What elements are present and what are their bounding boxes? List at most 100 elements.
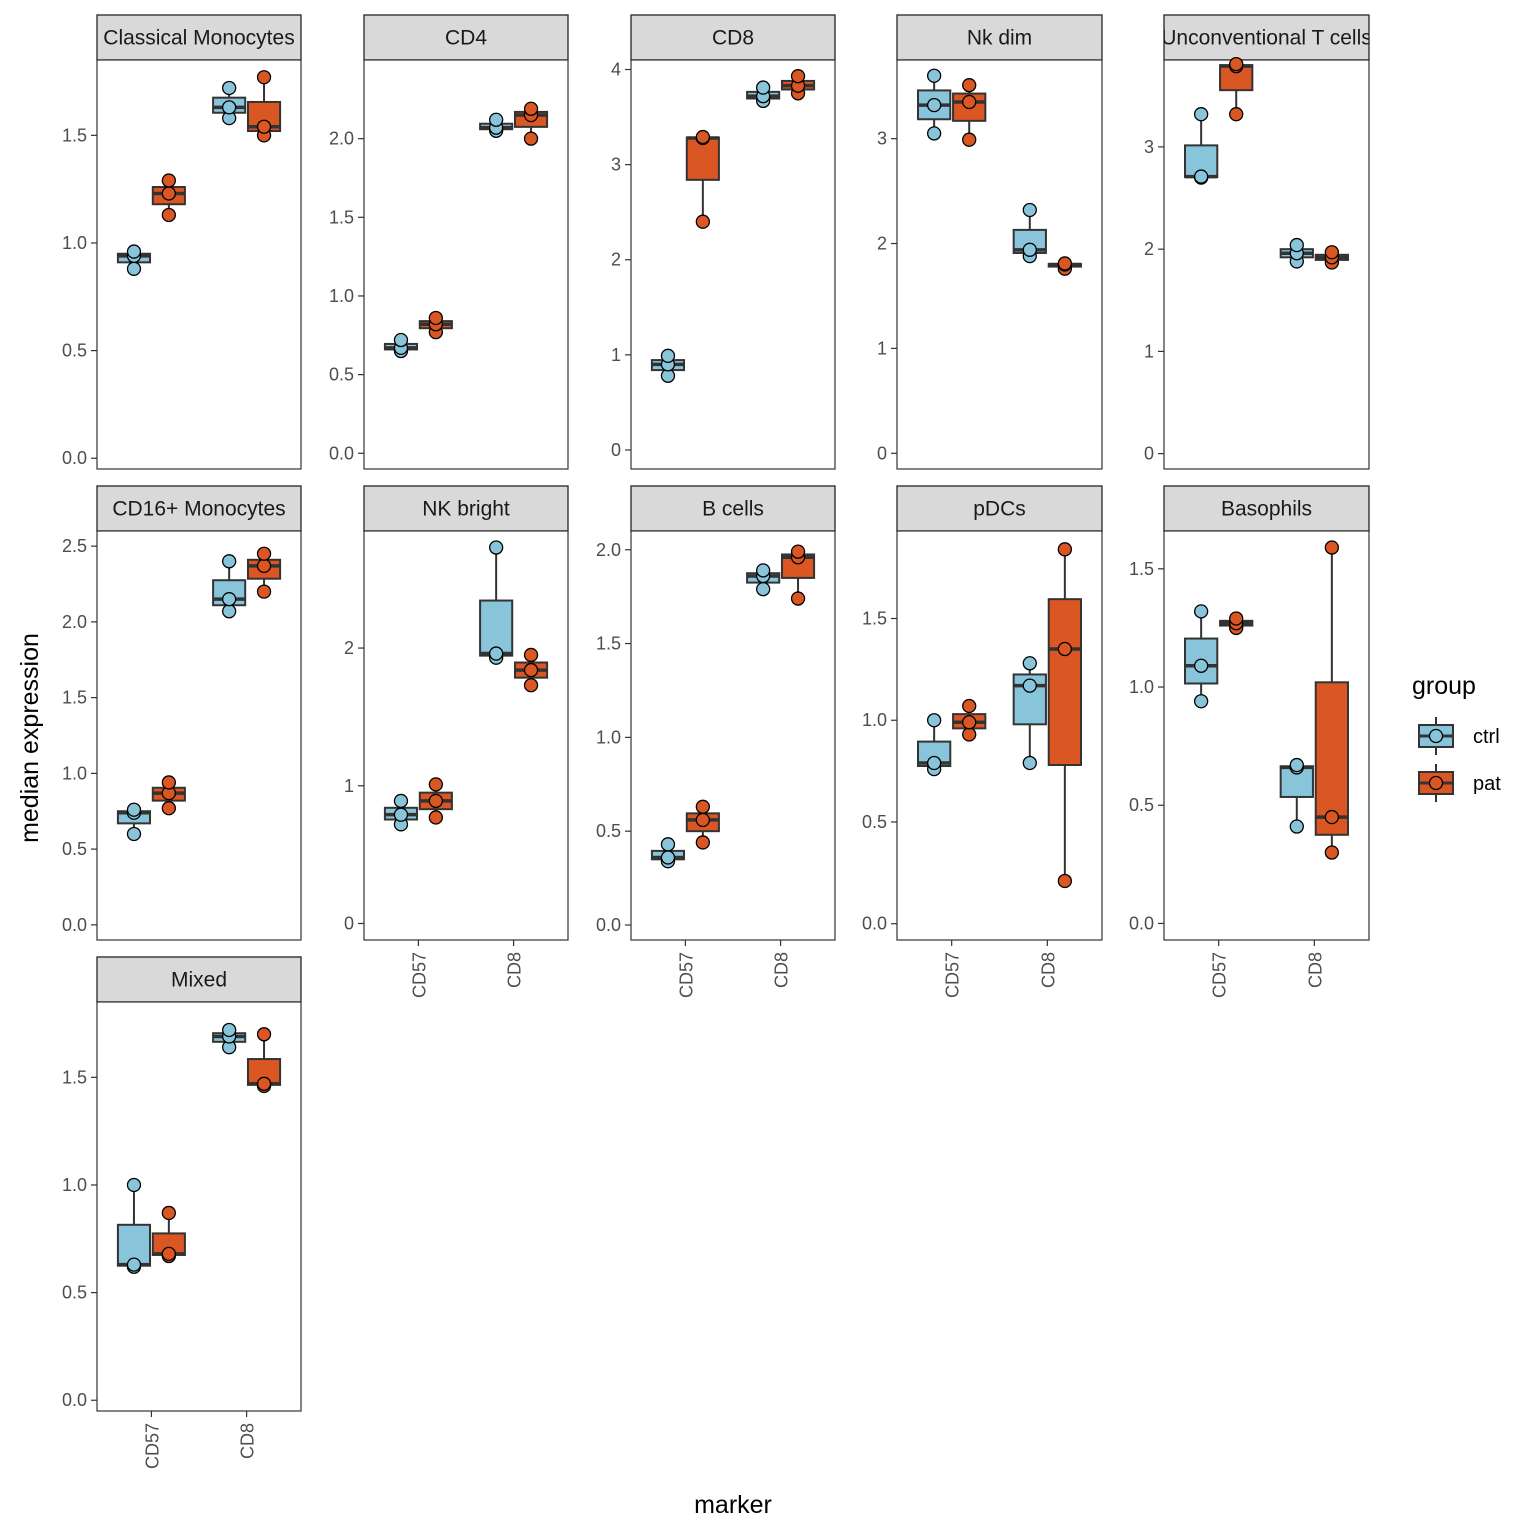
panel-border [630, 530, 836, 941]
facet-panel: NK bright 0 1 2 CD57 CD8 [344, 485, 569, 998]
y-tick-label: 1.5 [862, 608, 887, 628]
data-point-pat [256, 70, 272, 85]
y-tick-label: 1.0 [62, 233, 87, 253]
y-tick-label: 2 [344, 638, 354, 658]
boxplot-pat-CD8 [780, 69, 816, 101]
y-tick-label: 1 [877, 338, 887, 358]
data-point-pat [1324, 845, 1340, 860]
data-point-pat [428, 777, 443, 792]
facet-panel: Unconventional T cells 0 1 2 3 [1144, 14, 1370, 470]
y-tick-label: 2 [611, 250, 621, 270]
data-point-pat [962, 78, 977, 93]
data-point-ctrl [222, 554, 237, 569]
data-point-ctrl [126, 244, 142, 259]
data-point-ctrl [756, 80, 771, 95]
data-point-pat [523, 647, 539, 663]
boxplot-pat-CD57 [418, 310, 453, 340]
y-tick-label: 0 [1144, 444, 1154, 464]
legend-item-ctrl: ctrl [1418, 717, 1500, 755]
y-tick-label: 2 [1144, 239, 1154, 259]
data-point-pat [695, 835, 710, 850]
data-point-ctrl [126, 826, 142, 842]
boxplot-ctrl-CD57 [116, 1177, 152, 1274]
x-tick-label: CD8 [1305, 952, 1325, 988]
y-tick-label: 1.0 [62, 1175, 87, 1195]
y-tick-label: 3 [877, 129, 887, 149]
y-tick-label: 2.0 [62, 612, 87, 632]
data-point-pat [428, 810, 443, 825]
data-point-pat [256, 558, 272, 573]
data-point-pat [1324, 245, 1340, 260]
facet-strip [363, 485, 569, 532]
x-tick-label: CD8 [505, 952, 525, 988]
data-point-pat [1229, 107, 1244, 122]
data-point-ctrl [489, 540, 504, 555]
y-tick-label: 3 [611, 155, 621, 175]
boxplot-ctrl-CD8 [1012, 656, 1047, 771]
data-point-ctrl [926, 126, 942, 141]
data-point-ctrl [756, 563, 771, 578]
facet-panel: Nk dim 0 1 2 3 [877, 14, 1103, 470]
boxplot-ctrl-CD8 [479, 112, 514, 138]
y-tick-label: 0 [344, 913, 354, 933]
facet-strip [630, 485, 836, 532]
facet-panel: pDCs 0.0 0.5 1.0 1.5 CD57 CD8 [862, 485, 1103, 998]
box-ctrl [1012, 673, 1047, 726]
boxplot-pat-CD57 [151, 173, 186, 223]
x-tick-label: CD57 [409, 952, 429, 998]
data-point-ctrl [926, 97, 942, 113]
y-tick-label: 0.5 [62, 839, 87, 859]
data-point-ctrl [660, 348, 676, 363]
y-tick-label: 0.5 [329, 365, 354, 385]
data-point-pat [428, 310, 443, 326]
data-point-ctrl [1022, 242, 1037, 257]
data-point-ctrl [926, 68, 942, 83]
data-point-ctrl [660, 850, 676, 865]
boxplot-pat-CD8 [246, 1027, 282, 1094]
data-point-ctrl [1289, 819, 1304, 834]
x-tick-label: CD57 [676, 952, 696, 998]
panel-border [363, 530, 569, 941]
data-point-ctrl [1193, 658, 1209, 673]
data-point-ctrl [926, 755, 942, 771]
data-point-pat [1057, 873, 1073, 889]
boxplot-pat-CD8 [513, 647, 549, 693]
data-point-pat [790, 544, 806, 559]
y-tick-label: 1.5 [62, 1067, 87, 1087]
facet-strip-label: pDCs [973, 498, 1026, 521]
boxplot-pat-CD8 [1314, 540, 1349, 860]
data-point-ctrl [126, 1177, 142, 1193]
y-tick-label: 1.0 [1129, 677, 1154, 697]
facet-strip [630, 14, 836, 61]
data-point-pat [256, 1027, 272, 1042]
panel-border [363, 59, 569, 470]
data-point-pat [1057, 256, 1073, 271]
data-point-ctrl [222, 604, 237, 619]
y-tick-label: 0.0 [862, 914, 887, 934]
data-point-pat [790, 591, 806, 606]
panel-border [96, 530, 302, 941]
boxplot-pat-CD57 [151, 775, 186, 816]
boxplot-pat-CD57 [952, 698, 987, 742]
facet-panel: CD16+ Monocytes 0.0 0.5 1.0 1.5 2.0 2.5 [62, 485, 302, 941]
data-point-ctrl [126, 261, 142, 276]
legend-item-pat: pat [1418, 764, 1501, 802]
legend-label: pat [1473, 773, 1501, 795]
data-point-ctrl [222, 592, 237, 607]
boxplot-pat-CD57 [685, 799, 720, 850]
facet-panel: Basophils 0.0 0.5 1.0 1.5 CD57 CD8 [1129, 485, 1370, 998]
facet-strip [96, 485, 302, 532]
data-point-ctrl [926, 713, 942, 728]
boxplot-pat-CD57 [1219, 56, 1254, 122]
y-tick-label: 3 [1144, 137, 1154, 157]
y-tick-label: 1 [344, 776, 354, 796]
boxplot-pat-CD57 [952, 78, 987, 147]
data-point-pat [256, 584, 272, 599]
data-point-ctrl [1193, 169, 1209, 184]
data-point-pat [161, 186, 176, 201]
data-point-pat [256, 119, 272, 134]
y-tick-label: 1.5 [1129, 559, 1154, 579]
facet-strip [96, 14, 302, 61]
data-point-pat [962, 727, 977, 742]
